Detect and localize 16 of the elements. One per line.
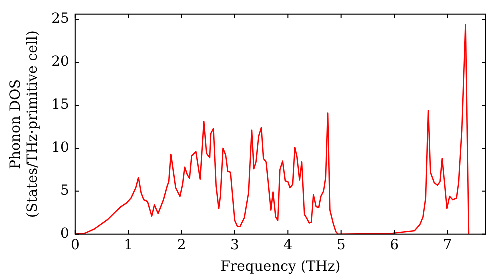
- x-tick-label: 1: [124, 237, 134, 254]
- y-tick-label: 10: [52, 140, 70, 156]
- y-tick-label: 20: [52, 54, 70, 70]
- x-tick-label: 3: [230, 237, 240, 254]
- y-tick-label: 0: [60, 226, 70, 242]
- x-tick-label: 2: [177, 237, 186, 254]
- y-tick-label: 25: [52, 11, 70, 28]
- x-tick-label: 5: [336, 237, 346, 254]
- x-tick-label: 4: [284, 237, 293, 254]
- x-axis-title: Frequency (THz): [220, 259, 341, 276]
- x-tick-label: 7: [443, 237, 452, 254]
- x-tick-label: 0: [70, 237, 80, 254]
- y-tick-label: 5: [60, 183, 70, 200]
- x-tick-label: 6: [390, 237, 400, 254]
- y-axis-title: Phonon DOS (States/THz·primitive cell): [8, 30, 41, 218]
- y-tick-label: 15: [52, 97, 70, 114]
